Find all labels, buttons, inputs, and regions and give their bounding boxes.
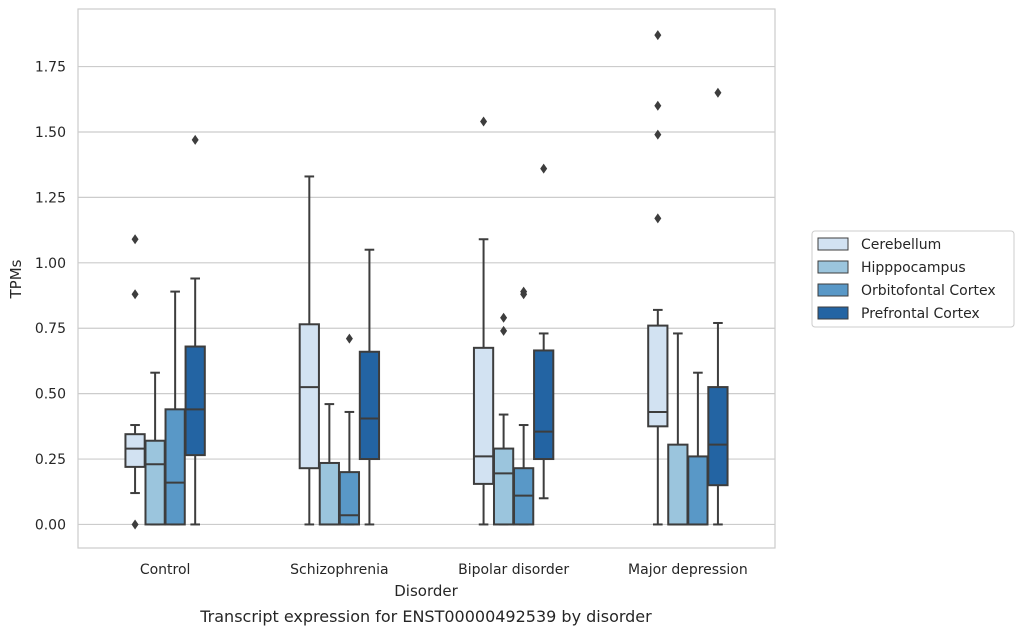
box-hipppocampus <box>144 371 166 526</box>
y-tick-label: 0.25 <box>35 452 66 468</box>
outlier-marker <box>500 312 508 323</box>
box-body <box>492 447 515 526</box>
box-body <box>647 324 669 428</box>
legend-label: Cerebellum <box>861 237 941 253</box>
y-tick-label: 1.75 <box>35 60 66 76</box>
y-axis-ticks: 0.00 0.25 0.50 0.75 1.00 1.25 1.50 1.75 <box>35 60 66 534</box>
box-body <box>338 471 361 526</box>
box-body <box>707 386 729 487</box>
y-axis-label: TPMs <box>7 259 25 299</box>
box-orbitofontal-cortex <box>338 333 361 526</box>
box-body <box>318 461 340 526</box>
box-cerebellum <box>647 30 669 526</box>
box-body <box>358 350 381 461</box>
legend-label: Hipppocampus <box>861 260 966 276</box>
box-orbitofontal-cortex <box>164 290 186 526</box>
box-cerebellum <box>472 116 495 526</box>
outlier-marker <box>540 163 548 174</box>
legend-swatch <box>817 283 849 297</box>
x-tick-label: Bipolar disorder <box>458 562 569 578</box>
legend-frame <box>811 230 1015 328</box>
outlier-marker <box>654 30 662 41</box>
box-body <box>667 443 689 526</box>
y-tick-label: 1.00 <box>35 256 66 272</box>
y-tick-label: 1.50 <box>35 125 66 141</box>
box-body <box>144 439 166 526</box>
box-prefrontal-cortex <box>184 134 206 526</box>
outlier-marker <box>654 129 662 140</box>
box-body <box>298 323 320 470</box>
legend-label: Orbitofontal Cortex <box>861 283 996 299</box>
y-tick-label: 0.75 <box>35 321 66 337</box>
box-body <box>533 349 555 461</box>
box-body <box>184 345 206 457</box>
legend: Cerebellum Hipppocampus Orbitofontal Corte… <box>811 230 1015 328</box>
outlier-marker <box>714 87 722 98</box>
box-prefrontal-cortex <box>358 248 381 526</box>
legend-swatch <box>817 237 849 251</box>
box-prefrontal-cortex <box>707 87 729 526</box>
outlier-marker <box>520 286 528 297</box>
legend-swatch <box>817 260 849 274</box>
outlier-marker <box>191 134 199 145</box>
legend-swatch <box>817 306 849 320</box>
x-tick-label: Control <box>140 562 191 578</box>
box-cerebellum <box>124 234 146 530</box>
x-tick-label: Major depression <box>628 562 748 578</box>
y-tick-label: 0.00 <box>35 517 66 533</box>
box-body <box>124 433 146 468</box>
x-axis-label: Disorder <box>394 582 458 600</box>
outlier-marker <box>131 234 139 245</box>
chart-caption: Transcript expression for ENST0000049253… <box>199 607 652 626</box>
box-hipppocampus <box>492 312 515 526</box>
plot-area-frame <box>77 8 776 549</box>
outlier-marker <box>480 116 488 127</box>
outlier-marker <box>654 213 662 224</box>
x-axis-ticks: Control Schizophrenia Bipolar disorder Majo… <box>140 562 748 578</box>
outlier-marker <box>131 519 139 530</box>
box-body <box>164 408 186 526</box>
outlier-marker <box>131 289 139 300</box>
box-prefrontal-cortex <box>533 163 555 500</box>
x-tick-label: Schizophrenia <box>290 562 388 578</box>
box-cerebellum <box>298 175 320 526</box>
outlier-marker <box>654 100 662 111</box>
outlier-marker <box>345 333 353 344</box>
outlier-marker <box>500 325 508 336</box>
box-orbitofontal-cortex <box>513 286 535 526</box>
box-body <box>472 346 495 485</box>
box-hipppocampus <box>318 403 340 526</box>
box-body <box>687 455 709 526</box>
boxes <box>124 30 729 530</box>
y-tick-label: 1.25 <box>35 190 66 206</box>
box-orbitofontal-cortex <box>687 371 709 526</box>
box-hipppocampus <box>667 332 689 526</box>
y-tick-label: 0.50 <box>35 387 66 403</box>
legend-label: Prefrontal Cortex <box>861 306 980 322</box>
